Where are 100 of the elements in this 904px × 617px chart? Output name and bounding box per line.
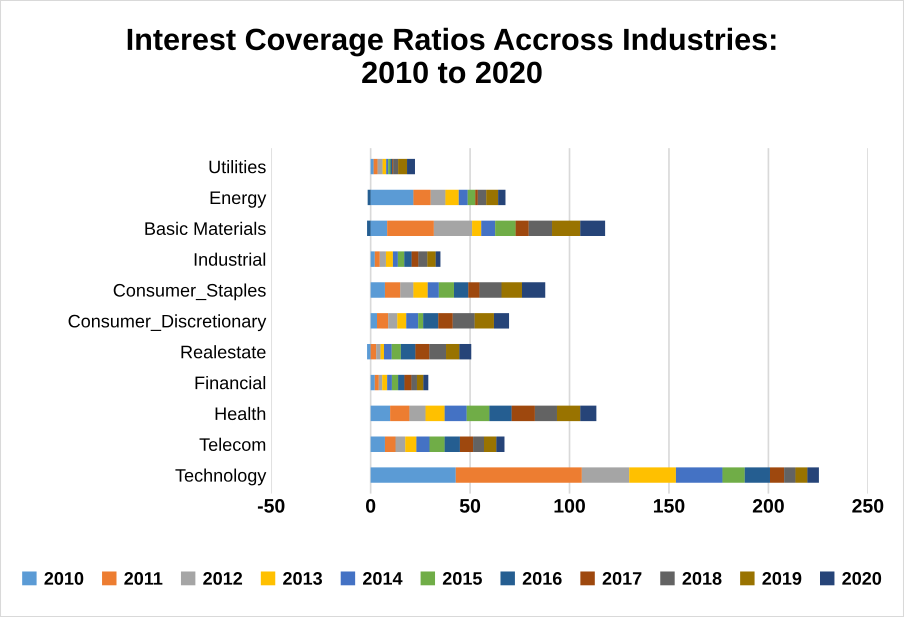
y-tick-label: Basic Materials bbox=[145, 222, 266, 236]
bar bbox=[676, 467, 722, 483]
bar bbox=[387, 220, 434, 236]
legend-label: 2011 bbox=[124, 572, 162, 585]
bar bbox=[404, 374, 412, 390]
legend-label: 2018 bbox=[682, 572, 722, 585]
bar bbox=[400, 344, 416, 360]
legend-label: 2017 bbox=[602, 572, 642, 585]
legend-label: 2012 bbox=[203, 572, 242, 585]
bar bbox=[386, 251, 393, 267]
bar bbox=[484, 436, 496, 452]
bar bbox=[380, 251, 386, 267]
bar bbox=[370, 436, 385, 452]
bar bbox=[392, 251, 398, 267]
bar bbox=[370, 467, 456, 483]
bar bbox=[430, 190, 446, 206]
bar bbox=[528, 220, 552, 236]
bar bbox=[807, 467, 819, 483]
bar bbox=[370, 406, 390, 422]
bar bbox=[446, 344, 460, 360]
bar bbox=[405, 436, 416, 452]
x-tick-label: -50 bbox=[258, 498, 284, 513]
bar bbox=[784, 467, 796, 483]
bar bbox=[460, 436, 474, 452]
bar bbox=[404, 251, 412, 267]
bar bbox=[496, 436, 504, 452]
bar bbox=[384, 282, 400, 298]
bar bbox=[374, 251, 380, 267]
bar bbox=[434, 220, 472, 236]
y-tick-label: Utilities bbox=[210, 160, 266, 174]
bar bbox=[384, 436, 396, 452]
bar bbox=[368, 190, 371, 206]
bar bbox=[377, 313, 388, 329]
bar bbox=[556, 406, 580, 422]
bar bbox=[392, 344, 401, 360]
bar bbox=[430, 436, 445, 452]
bar bbox=[374, 158, 378, 174]
bar bbox=[393, 158, 398, 174]
bar bbox=[370, 251, 375, 267]
x-tick-label: 150 bbox=[654, 498, 684, 513]
bar bbox=[382, 158, 386, 174]
bar bbox=[458, 190, 468, 206]
bar bbox=[466, 406, 490, 422]
bar bbox=[580, 220, 606, 236]
bar bbox=[438, 282, 454, 298]
legend-label: 2013 bbox=[283, 572, 322, 585]
bar bbox=[398, 251, 404, 267]
bar bbox=[481, 220, 496, 236]
bar bbox=[475, 190, 478, 206]
bar bbox=[444, 406, 467, 422]
x-tick-label: 0 bbox=[366, 498, 376, 513]
bar bbox=[382, 374, 388, 390]
bar bbox=[423, 313, 438, 329]
bar bbox=[459, 344, 472, 360]
chart-title: Interest Coverage Ratios Accross Industries: 2010 to 2020 bbox=[128, 28, 776, 84]
legend-label: 2010 bbox=[44, 572, 84, 585]
bar bbox=[486, 190, 498, 206]
x-tick-label: 100 bbox=[554, 498, 585, 513]
bar bbox=[428, 282, 439, 298]
bar bbox=[479, 282, 502, 298]
bar bbox=[370, 344, 376, 360]
bar bbox=[380, 344, 384, 360]
bar bbox=[416, 374, 424, 390]
bar bbox=[426, 406, 445, 422]
bar bbox=[522, 282, 546, 298]
bar bbox=[498, 190, 506, 206]
bar bbox=[398, 374, 404, 390]
bar bbox=[413, 190, 431, 206]
bar bbox=[534, 406, 557, 422]
bar bbox=[472, 220, 482, 236]
bar bbox=[452, 313, 475, 329]
y-tick-label: Energy bbox=[210, 192, 266, 208]
bar bbox=[445, 190, 459, 206]
bar bbox=[489, 406, 512, 422]
y-tick-label: Realestate bbox=[182, 345, 266, 358]
bar bbox=[367, 220, 371, 236]
bar bbox=[552, 220, 580, 236]
bar bbox=[415, 344, 430, 360]
bar bbox=[474, 313, 494, 329]
bar bbox=[400, 282, 414, 298]
y-tick-label: Technology bbox=[175, 468, 266, 486]
bar bbox=[376, 344, 381, 360]
bar bbox=[388, 313, 398, 329]
bar bbox=[418, 251, 428, 267]
bar bbox=[378, 158, 383, 174]
bar bbox=[444, 436, 460, 452]
bar bbox=[427, 251, 436, 267]
legend-label: 2016 bbox=[522, 572, 562, 585]
y-tick-label: Industrial bbox=[194, 252, 266, 266]
bar bbox=[629, 467, 676, 483]
legend-label: 2019 bbox=[762, 572, 802, 585]
bar bbox=[582, 467, 630, 483]
bar bbox=[416, 436, 430, 452]
bar bbox=[468, 190, 476, 206]
bar bbox=[494, 313, 510, 329]
bar bbox=[413, 282, 428, 298]
bar bbox=[374, 374, 379, 390]
legend-label: 2020 bbox=[842, 572, 882, 585]
bar bbox=[512, 406, 535, 422]
bar bbox=[795, 467, 808, 483]
